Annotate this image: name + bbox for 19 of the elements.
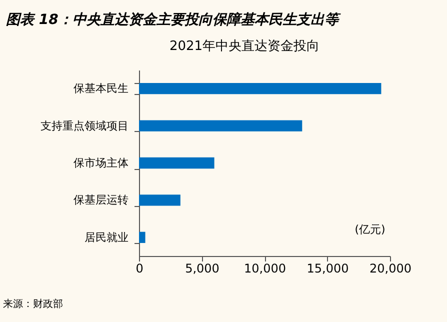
x-tick-label: 20,000	[370, 262, 412, 276]
y-tick-label: 支持重点领域项目	[40, 119, 128, 132]
bar	[139, 120, 302, 132]
y-tick-label: 保基层运转	[74, 194, 128, 207]
bar	[139, 157, 214, 169]
bar	[139, 83, 382, 94]
chart-subtitle: 2021年中央直达资金投向	[169, 39, 320, 54]
x-tick-label: 0	[136, 262, 144, 276]
bar	[139, 232, 146, 243]
chart-title: 图表 18：中央直达资金主要投向保障基本民生支出等	[6, 11, 342, 28]
bar	[139, 194, 180, 206]
x-tick-label: 10,000	[244, 262, 286, 276]
y-tick-label: 居民就业	[84, 230, 128, 244]
y-tick-label: 保市场主体	[74, 156, 128, 170]
annotation: (亿元)	[354, 223, 386, 236]
y-tick-label: 保基本民生	[74, 82, 128, 96]
x-tick-label: 5,000	[185, 262, 220, 276]
x-tick-label: 15,000	[306, 262, 349, 276]
source-note: 来源：财政部	[3, 298, 63, 310]
